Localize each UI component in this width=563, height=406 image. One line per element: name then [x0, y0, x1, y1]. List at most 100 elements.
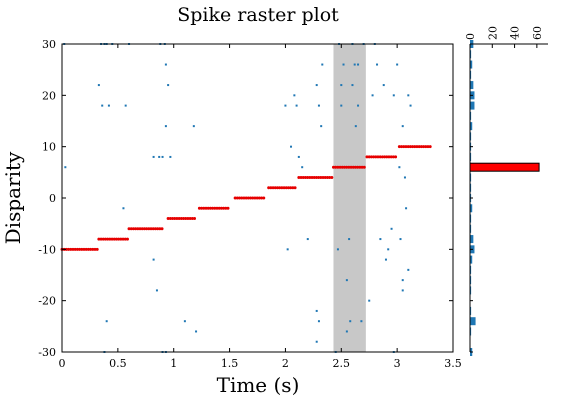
spike-point	[349, 320, 352, 323]
stimulus-point	[428, 145, 432, 149]
spike-point	[371, 94, 374, 97]
stimulus-point	[186, 217, 190, 221]
stimulus-point	[372, 155, 376, 159]
stimulus-point	[319, 175, 323, 179]
stimulus-point	[80, 247, 84, 251]
stimulus-point	[306, 175, 310, 179]
spike-point	[321, 63, 324, 66]
stimulus-point	[145, 227, 149, 231]
x-tick-label: 0	[59, 357, 66, 370]
stimulus-point	[84, 247, 88, 251]
stimulus-point	[149, 227, 153, 231]
stimulus-point	[82, 247, 86, 251]
spike-point	[396, 63, 399, 66]
spike-point	[384, 258, 387, 261]
histogram-bar	[470, 81, 474, 90]
stimulus-point	[275, 186, 279, 190]
x-tick-label: 0.5	[109, 357, 127, 370]
spike-point	[315, 340, 318, 343]
spike-point	[192, 125, 195, 128]
stimulus-point	[197, 206, 201, 210]
stimulus-point	[73, 247, 77, 251]
spike-point	[348, 238, 351, 241]
spike-point	[379, 238, 382, 241]
stimulus-point	[301, 175, 305, 179]
stimulus-point	[86, 247, 90, 251]
spike-point	[398, 166, 401, 169]
stimulus-point	[202, 206, 206, 210]
spike-point	[342, 63, 345, 66]
stimulus-point	[325, 175, 329, 179]
spike-point	[195, 330, 198, 333]
y-tick-label: 20	[42, 89, 56, 102]
stimulus-point	[244, 196, 248, 200]
spike-point	[357, 63, 360, 66]
histogram-bar	[470, 327, 472, 336]
stimulus-point	[110, 237, 114, 241]
stimulus-point	[404, 145, 408, 149]
spike-point	[360, 320, 363, 323]
spike-point	[297, 155, 300, 158]
stimulus-point	[131, 227, 135, 231]
stimulus-point	[78, 247, 82, 251]
stimulus-point	[293, 186, 297, 190]
stimulus-point	[367, 155, 371, 159]
stimulus-point	[314, 175, 318, 179]
stimulus-point	[106, 237, 110, 241]
spike-point	[340, 104, 343, 107]
stimulus-point	[267, 186, 271, 190]
stimulus-point	[426, 145, 430, 149]
stimulus-point	[173, 217, 177, 221]
stimulus-point	[331, 165, 335, 169]
stimulus-point	[299, 175, 303, 179]
stimulus-point	[75, 247, 79, 251]
stimulus-point	[310, 175, 314, 179]
stimulus-point	[97, 237, 101, 241]
stimulus-point	[411, 145, 415, 149]
spike-point	[382, 84, 385, 87]
stimulus-point	[89, 247, 93, 251]
spike-point	[392, 94, 395, 97]
stimulus-point	[360, 165, 364, 169]
stimulus-point	[415, 145, 419, 149]
spike-point	[107, 104, 110, 107]
stimulus-point	[233, 196, 237, 200]
stimulus-point	[142, 227, 146, 231]
y-tick-label: 0	[49, 192, 56, 205]
stimulus-point	[246, 196, 250, 200]
spike-point	[158, 155, 161, 158]
stimulus-point	[69, 247, 73, 251]
stimulus-point	[291, 186, 295, 190]
stimulus-point	[334, 165, 338, 169]
stimulus-point	[387, 155, 391, 159]
histogram-bar	[470, 214, 472, 223]
spike-point	[345, 330, 348, 333]
stimulus-point	[330, 175, 334, 179]
histogram-x-tick-label: 60	[531, 26, 544, 40]
stimulus-point	[125, 237, 129, 241]
stimulus-point	[179, 217, 183, 221]
spike-point	[167, 84, 170, 87]
stimulus-point	[103, 237, 107, 241]
spike-point	[164, 63, 167, 66]
highlight-band	[333, 44, 366, 352]
spike-point	[284, 104, 287, 107]
stimulus-point	[260, 196, 264, 200]
stimulus-point	[123, 237, 127, 241]
spike-point	[101, 104, 104, 107]
stimulus-point	[397, 145, 401, 149]
stimulus-point	[136, 227, 140, 231]
stimulus-point	[101, 237, 105, 241]
stimulus-point	[206, 206, 210, 210]
spike-point	[407, 268, 410, 271]
stimulus-point	[238, 196, 242, 200]
spike-point	[401, 279, 404, 282]
spike-point	[301, 166, 304, 169]
stimulus-point	[342, 165, 346, 169]
spike-point	[317, 104, 320, 107]
spike-point	[306, 238, 309, 241]
histogram-x-tick-label: 0	[464, 33, 477, 40]
stimulus-point	[99, 237, 103, 241]
histogram-bar	[470, 204, 473, 213]
